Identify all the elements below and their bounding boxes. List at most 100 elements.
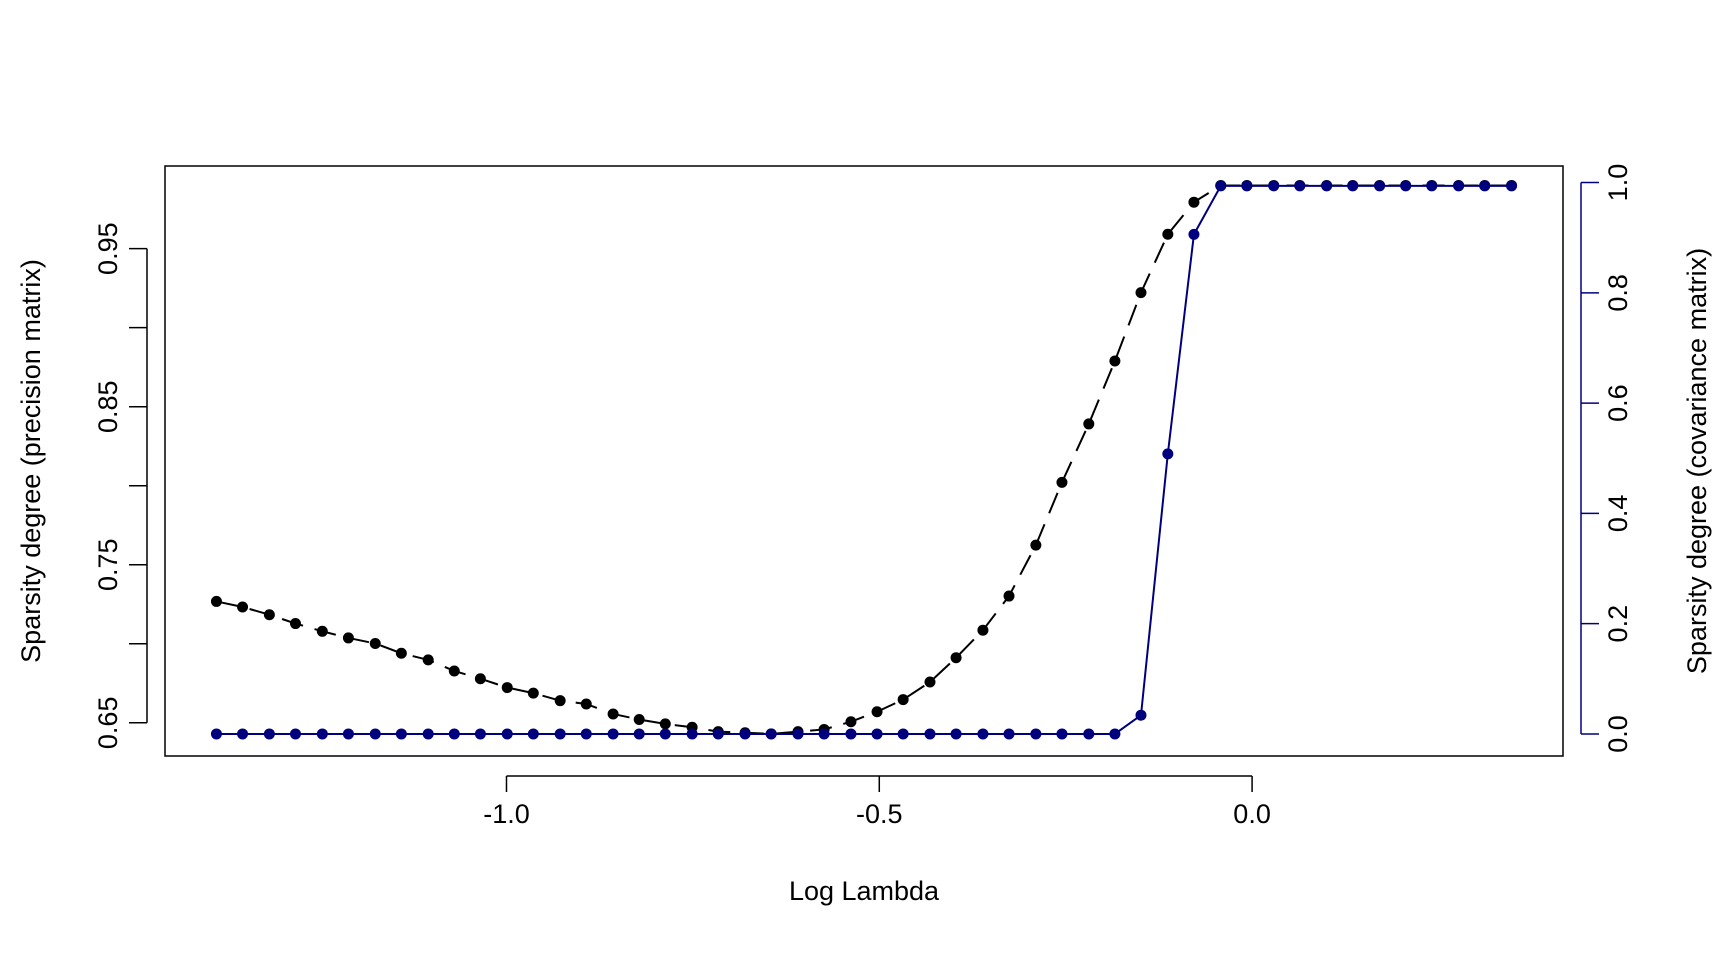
point [316,625,328,637]
x-tick-label: -1.0 [483,799,530,829]
point [422,654,434,666]
point [818,728,830,740]
point [607,728,619,740]
point [1479,180,1491,192]
point [237,601,249,613]
point [554,695,566,707]
point [792,728,804,740]
point [765,728,777,740]
y2-tick-label: 0.2 [1603,605,1633,643]
series-line [216,184,1512,735]
point [977,624,989,636]
point [501,682,513,694]
point [1400,180,1412,192]
y2-tick-label: 0.4 [1603,495,1633,533]
point [395,647,407,659]
point [448,728,460,740]
point [501,728,513,740]
point [924,728,936,740]
y-tick-label: 0.65 [93,697,123,750]
point [1003,728,1015,740]
point [263,609,275,621]
point [263,728,275,740]
point [1109,728,1121,740]
point [1241,180,1253,192]
point [1347,180,1359,192]
x-tick-label: 0.0 [1233,799,1271,829]
y-tick-label: 0.85 [93,380,123,433]
point [369,637,381,649]
point [237,728,249,740]
point [1268,180,1280,192]
point [1321,180,1333,192]
point [977,728,989,740]
point [474,728,486,740]
point [633,728,645,740]
point [871,728,883,740]
point [1056,728,1068,740]
x-axis-title: Log Lambda [789,876,940,906]
y2-tick-label: 0.8 [1603,274,1633,312]
point [342,728,354,740]
point [580,698,592,710]
point [474,673,486,685]
point [845,728,857,740]
point [950,728,962,740]
point [897,694,909,706]
point [369,728,381,740]
point [210,595,222,607]
point [210,728,222,740]
point [527,687,539,699]
point [1188,228,1200,240]
series-line [216,184,1512,735]
point [659,718,671,730]
y2-axis-title: Sparsity degree (covariance matrix) [1682,248,1712,674]
point [448,665,460,677]
point [897,728,909,740]
point [659,728,671,740]
y-axis-title: Sparsity degree (precision matrix) [16,259,46,663]
y-tick-label: 0.75 [93,538,123,591]
point [580,728,592,740]
point [395,728,407,740]
point [1188,196,1200,208]
point [739,728,751,740]
point [316,728,328,740]
point [1374,180,1386,192]
point [1294,180,1306,192]
y2-tick-label: 0.0 [1603,715,1633,753]
point [607,708,619,720]
y-tick-label: 0.95 [93,222,123,275]
point [1030,728,1042,740]
point [1030,539,1042,551]
point [1162,448,1174,460]
point [633,713,645,725]
point [1135,709,1147,721]
point [1135,287,1147,299]
point [1215,180,1227,192]
point [289,618,301,630]
point [686,728,698,740]
point [422,728,434,740]
y2-tick-label: 1.0 [1603,164,1633,202]
point [1506,180,1518,192]
point [845,716,857,728]
point [871,706,883,718]
point [342,632,354,644]
point [1426,180,1438,192]
point [1162,228,1174,240]
point [1083,728,1095,740]
point [289,728,301,740]
point [1109,355,1121,367]
x-tick-label: -0.5 [856,799,903,829]
y2-tick-label: 0.6 [1603,384,1633,422]
point [1056,476,1068,488]
plot-frame [164,165,1564,757]
point [1003,590,1015,602]
point [712,728,724,740]
point [554,728,566,740]
point [924,676,936,688]
point [1083,418,1095,430]
point [1453,180,1465,192]
